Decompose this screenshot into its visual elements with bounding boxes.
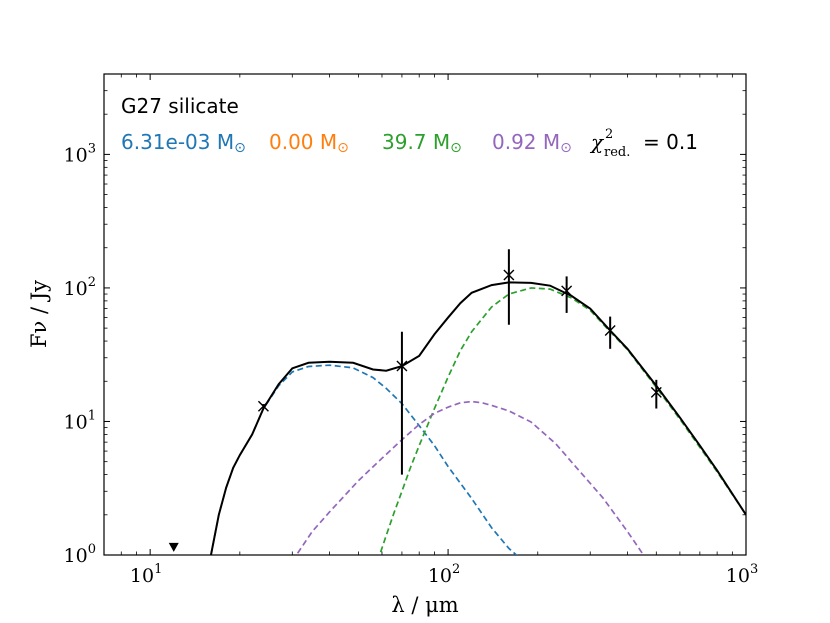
data-point-marker — [650, 386, 662, 398]
y-tick-label: 100 — [64, 542, 96, 567]
series-line-component-1 — [210, 364, 518, 555]
series-line-component-4 — [295, 400, 645, 555]
y-axis-label: Fν / Jy — [27, 280, 51, 348]
data-points — [168, 249, 662, 552]
mass-label-2: 0.00 M — [269, 130, 337, 154]
data-point-marker — [604, 325, 616, 336]
solar-symbol-4: ⊙ — [560, 140, 572, 156]
y-tick-label: 103 — [64, 141, 96, 166]
y-tick-label: 102 — [64, 275, 96, 300]
mass-label-4: 0.92 M — [492, 130, 560, 154]
plot-frame — [103, 73, 747, 556]
solar-symbol-1: ⊙ — [234, 140, 246, 156]
data-point-marker — [561, 285, 573, 297]
chart-title: G27 silicate — [121, 94, 239, 118]
data-point-marker — [503, 269, 515, 281]
x-tick-label: 101 — [130, 562, 162, 587]
chi-superscript: 2 — [605, 127, 613, 142]
x-tick-label: 103 — [726, 562, 758, 587]
x-tick-label: 102 — [428, 562, 460, 587]
model-curves — [209, 281, 746, 555]
data-point-marker — [396, 360, 408, 372]
mass-label-1: 6.31e-03 M — [121, 130, 234, 154]
chi-subscript: red. — [604, 145, 630, 160]
solar-symbol-3: ⊙ — [450, 140, 462, 156]
series-line-total — [209, 281, 746, 555]
axis-ticks: 101 102 103 100 101 102 103 — [64, 73, 758, 587]
chi-squared-annotation: χ 2 red. = 0.1 — [589, 127, 698, 160]
mass-label-3: 39.7 M — [382, 130, 450, 154]
y-tick-label: 101 — [64, 408, 96, 433]
chi-value: = 0.1 — [643, 130, 698, 154]
solar-symbol-2: ⊙ — [337, 140, 349, 156]
data-point-marker — [257, 400, 269, 412]
upper-limit-marker — [168, 542, 179, 552]
mass-annotations: 6.31e-03 M⊙ 0.00 M⊙ 39.7 M⊙ 0.92 M⊙ — [121, 130, 572, 156]
series-line-component-2 — [378, 287, 746, 555]
x-axis-label: λ / μm — [391, 593, 458, 617]
chi-symbol: χ — [589, 130, 605, 154]
